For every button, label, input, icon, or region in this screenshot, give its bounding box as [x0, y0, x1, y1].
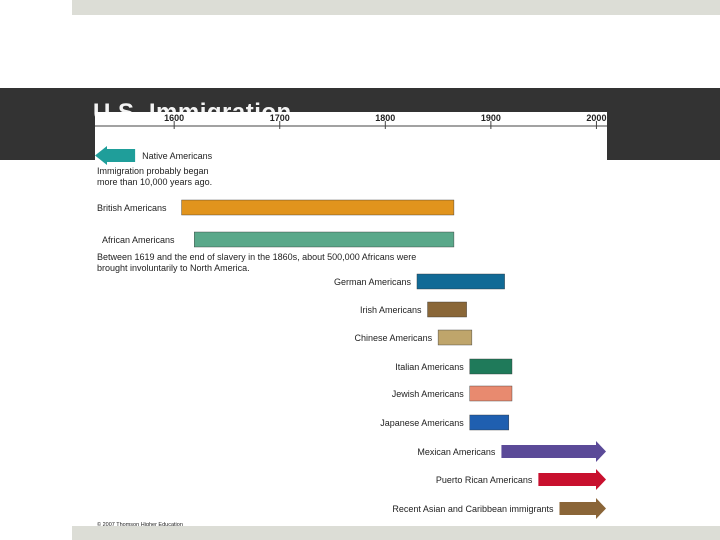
timeline-tick-label: 2000 [586, 113, 606, 123]
timeline-bar [469, 385, 513, 402]
timeline-note-line: Between 1619 and the end of slavery in t… [97, 252, 416, 262]
timeline-tick-label: 1600 [164, 113, 184, 123]
timeline-bar [181, 199, 455, 216]
timeline-group-label: Italian Americans [395, 362, 464, 372]
timeline-group-label: Jewish Americans [392, 389, 465, 399]
timeline-group-label: Recent Asian and Caribbean immigrants [392, 504, 554, 514]
timeline-tick-label: 1900 [481, 113, 501, 123]
timeline-note-line: Immigration probably began [97, 166, 209, 176]
timeline-bar [538, 469, 606, 490]
timeline-bar [427, 301, 467, 318]
timeline-note-line: more than 10,000 years ago. [97, 177, 212, 187]
timeline-tick-label: 1800 [375, 113, 395, 123]
timeline-group-label: Native Americans [142, 151, 213, 161]
timeline-group-label: German Americans [334, 277, 412, 287]
timeline-bar [416, 273, 505, 290]
timeline-group-label: African Americans [102, 235, 175, 245]
timeline-bar [95, 146, 136, 165]
timeline-svg: 1600 1700 1800 1900 2000 Native Americans Immi… [95, 113, 607, 528]
timeline-bar [194, 231, 455, 248]
timeline-bar [469, 358, 513, 375]
timeline-tick-label: 1700 [270, 113, 290, 123]
timeline-bar [469, 414, 510, 431]
timeline-group-label: Chinese Americans [355, 333, 433, 343]
timeline-group-label: Mexican Americans [417, 447, 496, 457]
timeline-group-label: Japanese Americans [380, 418, 464, 428]
timeline-bar [437, 329, 473, 346]
timeline-group-label: Puerto Rican Americans [436, 475, 533, 485]
top-decor-band [72, 0, 720, 15]
timeline-bar [559, 498, 606, 519]
bottom-decor-band [72, 526, 720, 540]
immigration-timeline-figure: 1600 1700 1800 1900 2000 Native Americans Immi… [95, 112, 607, 528]
copyright-notice: © 2007 Thomson Higher Education [97, 521, 183, 528]
timeline-bar [501, 441, 606, 462]
timeline-group-label: British Americans [97, 203, 167, 213]
timeline-group-label: Irish Americans [360, 305, 422, 315]
timeline-note-line: brought involuntarily to North America. [97, 263, 250, 273]
